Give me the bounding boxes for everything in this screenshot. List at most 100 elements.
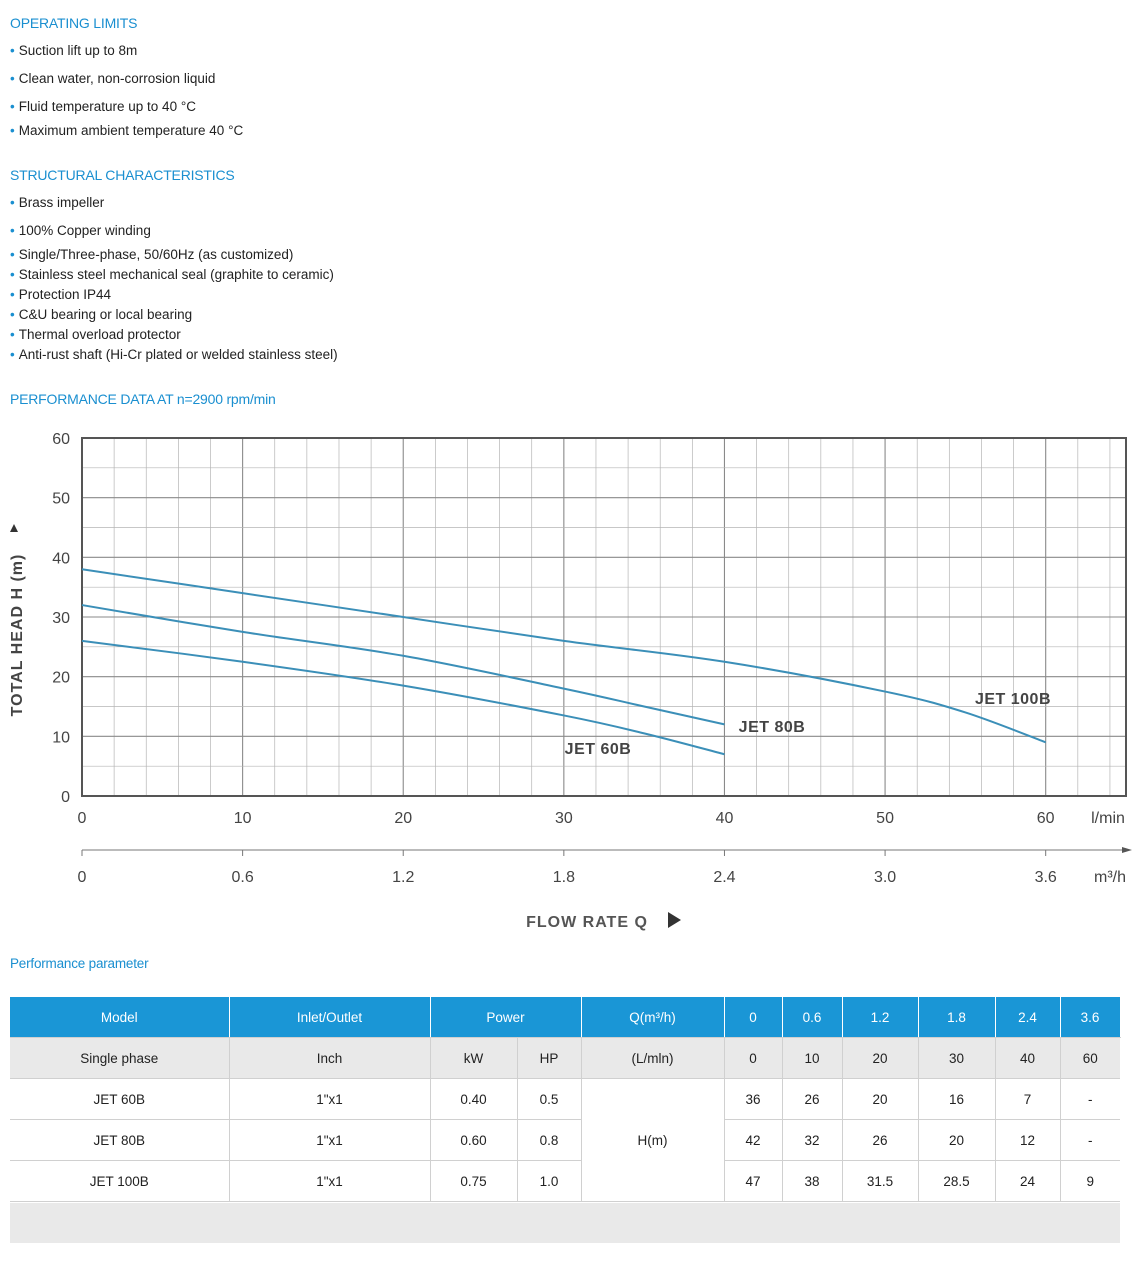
bullet-icon: • (10, 247, 15, 262)
table-cell: 0.8 (517, 1119, 582, 1161)
x2-tick-label: 1.2 (392, 869, 414, 886)
y-tick-label: 10 (52, 729, 70, 746)
table-cell: - (1060, 1119, 1121, 1161)
header-cell: Inlet/Outlet (229, 997, 431, 1038)
structural-title: STRUCTURAL CHARACTERISTICS (10, 167, 235, 183)
performance-chart: 0 10 20 30 40 50 60 0 10 20 30 40 50 60 l/min 0 0.6 1.2 1.… (9, 431, 1132, 931)
bullet-icon: • (10, 307, 15, 322)
table-cell: 20 (842, 1078, 919, 1120)
y-axis-title: TOTAL HEAD H (m) (9, 554, 26, 717)
table-cell: 36 (724, 1078, 783, 1120)
x2-tick-label: 1.8 (553, 869, 575, 886)
x-tick-label: 10 (234, 810, 252, 827)
x-tick-label: 20 (394, 810, 412, 827)
header-cell: 3.6 (1060, 997, 1121, 1038)
series-label: JET 80B (739, 719, 806, 736)
header-cell: Model (10, 997, 230, 1038)
header-cell: Q(m³/h) (581, 997, 725, 1038)
series-line (81, 604, 725, 726)
list-item: • Maximum ambient temperature 40 °C (10, 123, 244, 138)
y-tick-label: 50 (52, 491, 70, 508)
plot-frame (81, 437, 1127, 797)
bullet-icon: • (10, 123, 15, 138)
y-tick-label: 40 (52, 550, 70, 567)
table-cell: 31.5 (842, 1160, 919, 1202)
y-tick-label: 20 (52, 670, 70, 687)
series-label: JET 60B (565, 741, 632, 758)
x2-tick-label: 3.0 (874, 869, 896, 886)
table-cell: 0.40 (430, 1078, 518, 1120)
table-cell: 1"x1 (229, 1119, 431, 1161)
x2-tick-label: 0.6 (231, 869, 253, 886)
table-cell: 24 (995, 1160, 1061, 1202)
table-cell: 0.75 (430, 1160, 518, 1202)
bullet-icon: • (10, 267, 15, 282)
header-cell: Power (430, 997, 582, 1038)
arrow-right-icon (1122, 847, 1132, 853)
header-cell: 2.4 (995, 997, 1061, 1038)
table-cell: 12 (995, 1119, 1061, 1161)
bullet-icon: • (10, 99, 15, 114)
x2-tick-label: 2.4 (713, 869, 735, 886)
table-cell: 16 (918, 1078, 996, 1120)
table-cell: 20 (918, 1119, 996, 1161)
list-item: • Single/Three-phase, 50/60Hz (as customi… (10, 247, 294, 262)
bullet-icon: • (10, 71, 15, 86)
table-cell: (L/mln) (581, 1037, 725, 1079)
header-cell: 0.6 (782, 997, 843, 1038)
table-cell: Single phase (10, 1037, 230, 1079)
list-item: • Fluid temperature up to 40 °C (10, 99, 196, 114)
x2-tick-label: 0 (78, 869, 87, 886)
table-row: JET 80B 1"x1 0.60 0.8 42 32 26 20 12 - (10, 1119, 1121, 1161)
list-item: • Stainless steel mechanical seal (graphi… (10, 267, 334, 282)
table-cell: 26 (842, 1119, 919, 1161)
x-tick-label: 40 (716, 810, 734, 827)
y-tick-label: 30 (52, 610, 70, 627)
table-header-row: Model Inlet/Outlet Power Q(m³/h) 0 0.6 1… (10, 997, 1121, 1038)
table-units-row: Single phase Inch kW HP (L/mln) 0 10 20 … (10, 1037, 1121, 1079)
table-cell: JET 100B (10, 1160, 230, 1202)
table-cell: 60 (1060, 1037, 1121, 1079)
table-cell: 0.5 (517, 1078, 582, 1120)
table-cell: - (1060, 1078, 1121, 1120)
bullet-icon: • (10, 43, 15, 58)
x-tick-label: 30 (555, 810, 573, 827)
arrow-up-icon (10, 524, 18, 532)
list-item: • Suction lift up to 8m (10, 43, 138, 58)
header-cell: 0 (724, 997, 783, 1038)
performance-table: Model Inlet/Outlet Power Q(m³/h) 0 0.6 1… (10, 997, 1121, 1202)
x2-tick-label: 3.6 (1035, 869, 1057, 886)
list-item: • Thermal overload protector (10, 327, 181, 342)
table-cell: 1"x1 (229, 1160, 431, 1202)
h-label-cell: H(m) (581, 1078, 725, 1202)
x-unit-label: l/min (1091, 810, 1125, 827)
table-cell: 9 (1060, 1160, 1121, 1202)
table-cell: 30 (918, 1037, 996, 1079)
list-item: • 100% Copper winding (10, 223, 151, 238)
series-line (81, 568, 1047, 744)
table-cell: JET 60B (10, 1078, 230, 1120)
header-cell: 1.8 (918, 997, 996, 1038)
bullet-icon: • (10, 327, 15, 342)
table-cell: HP (517, 1037, 582, 1079)
bullet-icon: • (10, 223, 15, 238)
table-cell: 47 (724, 1160, 783, 1202)
table-cell: 42 (724, 1119, 783, 1161)
table-cell: 10 (782, 1037, 843, 1079)
table-cell: 26 (782, 1078, 843, 1120)
table-title: Performance parameter (10, 956, 149, 971)
header-cell: 1.2 (842, 997, 919, 1038)
list-item: • Anti-rust shaft (Hi-Cr plated or welded… (10, 347, 338, 362)
list-item: • C&U bearing or local bearing (10, 307, 193, 322)
series-line (81, 639, 725, 756)
table-cell: kW (430, 1037, 518, 1079)
table-cell: 40 (995, 1037, 1061, 1079)
x-tick-label: 0 (78, 810, 87, 827)
list-item: • Clean water, non-corrosion liquid (10, 71, 216, 86)
table-footer-bar (10, 1203, 1120, 1243)
table-cell: 1.0 (517, 1160, 582, 1202)
table-cell: 20 (842, 1037, 919, 1079)
y-tick-label: 60 (52, 431, 70, 448)
performance-title: PERFORMANCE DATA AT n=2900 rpm/min (10, 391, 276, 407)
x-tick-label: 60 (1037, 810, 1055, 827)
